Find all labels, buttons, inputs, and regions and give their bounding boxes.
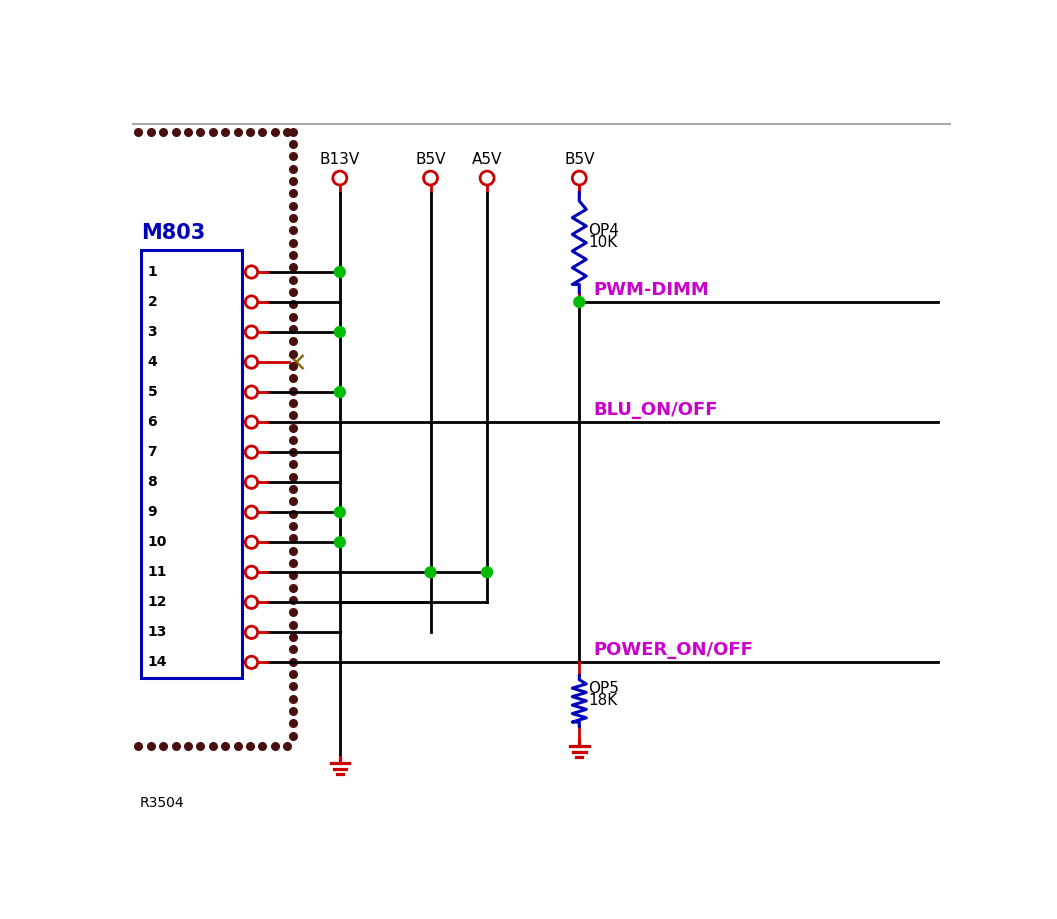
Text: 3: 3 <box>148 325 157 339</box>
Text: 5: 5 <box>148 385 157 399</box>
Circle shape <box>334 267 346 278</box>
Text: POWER_ON/OFF: POWER_ON/OFF <box>593 641 754 660</box>
Text: 1: 1 <box>148 265 157 279</box>
Text: 10: 10 <box>148 535 167 550</box>
Text: 11: 11 <box>148 565 167 579</box>
Text: 2: 2 <box>148 295 157 309</box>
Text: 10K: 10K <box>589 235 618 250</box>
Text: R3504: R3504 <box>140 796 185 811</box>
Text: OP5: OP5 <box>589 681 619 697</box>
Circle shape <box>482 567 493 578</box>
Text: 9: 9 <box>148 505 157 519</box>
Text: OP4: OP4 <box>589 223 619 238</box>
Text: BLU_ON/OFF: BLU_ON/OFF <box>593 402 718 419</box>
Text: A5V: A5V <box>471 153 502 167</box>
Text: PWM-DIMM: PWM-DIMM <box>593 281 709 299</box>
Text: B5V: B5V <box>415 153 446 167</box>
Text: B5V: B5V <box>564 153 594 167</box>
Text: 13: 13 <box>148 625 167 640</box>
Circle shape <box>334 387 346 398</box>
Text: 8: 8 <box>148 475 157 489</box>
Text: 18K: 18K <box>589 694 618 709</box>
Circle shape <box>574 297 585 307</box>
Text: M803: M803 <box>142 222 206 243</box>
Text: 6: 6 <box>148 415 157 429</box>
Text: B13V: B13V <box>319 153 360 167</box>
Text: 7: 7 <box>148 445 157 460</box>
Text: 4: 4 <box>148 355 157 369</box>
Circle shape <box>334 326 346 337</box>
Circle shape <box>334 537 346 548</box>
Bar <box>142 250 242 678</box>
Circle shape <box>425 567 435 578</box>
Circle shape <box>334 507 346 517</box>
Text: 14: 14 <box>148 655 167 669</box>
Text: 12: 12 <box>148 596 167 609</box>
